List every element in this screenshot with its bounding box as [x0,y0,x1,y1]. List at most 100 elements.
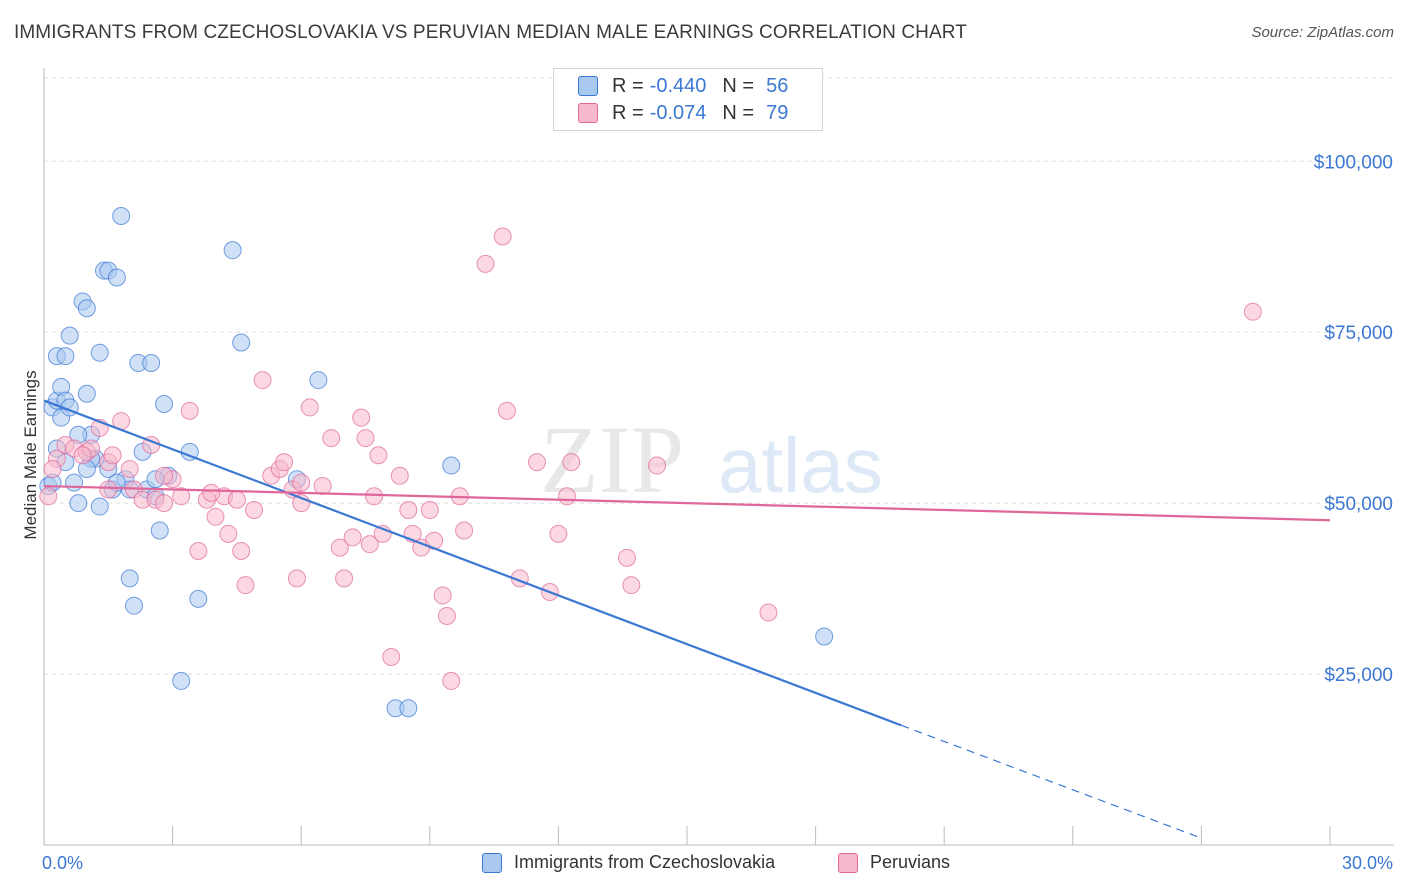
data-point-czechoslovakia [223,241,242,260]
data-point-peruvian [300,398,319,417]
data-point-czechoslovakia [90,343,109,362]
r-label: R = [612,74,644,97]
data-point-peruvian [219,524,238,543]
legend-swatch-blue [482,852,502,873]
data-point-peruvian [382,647,401,666]
data-point-peruvian [39,487,58,506]
series-czechoslovakia-points [39,206,834,718]
legend-item-peruvians[interactable]: Peruvians [838,852,950,873]
data-point-peruvian [617,548,636,567]
data-point-peruvian [360,535,379,554]
r-value: -0.074 [649,101,707,124]
trend-lines [43,399,1331,839]
r-value: -0.440 [649,74,707,97]
data-point-peruvian [227,490,246,509]
legend-swatch-pink [578,103,598,123]
data-point-peruvian [322,429,341,448]
data-point-peruvian [557,487,576,506]
n-label: N = [722,74,755,97]
data-point-czechoslovakia [69,494,88,513]
x-tick-label: 0.0% [42,853,83,873]
data-point-peruvian [43,459,62,478]
y-tick-label: $50,000 [1324,494,1393,515]
data-point-czechoslovakia [815,627,834,646]
data-point-peruvian [335,569,354,588]
data-point-peruvian [549,524,568,543]
correlation-legend: R = -0.440 N = 56 R = -0.074 N = 79 [553,68,823,131]
y-tick-label: $100,000 [1314,152,1393,173]
data-point-peruvian [369,446,388,465]
series-legend: Immigrants from Czechoslovakia Peruvians [0,852,1406,878]
data-point-peruvian [433,586,452,605]
y-axis-label: Median Male Earnings [21,370,40,539]
data-point-czechoslovakia [125,596,144,615]
data-point-czechoslovakia [309,371,328,390]
data-point-czechoslovakia [77,299,96,318]
data-point-peruvian [493,227,512,246]
data-point-peruvian [232,541,251,560]
data-point-peruvian [497,401,516,420]
data-point-peruvian [202,483,221,502]
data-point-czechoslovakia [142,353,161,372]
n-value: 79 [766,101,789,124]
data-point-peruvian [172,487,191,506]
y-tick-label: $75,000 [1324,323,1393,344]
data-point-peruvian [1243,302,1262,321]
data-point-peruvian [330,538,349,557]
data-point-peruvian [390,466,409,485]
data-point-peruvian [356,429,375,448]
data-point-peruvian [420,500,439,519]
data-point-peruvian [365,487,384,506]
data-point-czechoslovakia [155,394,174,413]
data-point-peruvian [622,576,641,595]
tick-labels: $25,000 $50,000 $75,000 $100,000 0.0% 30.0% [42,152,1393,873]
data-point-czechoslovakia [189,589,208,608]
data-point-peruvian [275,453,294,472]
data-point-peruvian [476,254,495,273]
data-point-peruvian [287,569,306,588]
data-point-peruvian [180,401,199,420]
data-point-peruvian [253,371,272,390]
data-point-peruvian [313,477,332,496]
trendline-czechoslovakia [43,399,902,727]
data-point-czechoslovakia [90,497,109,516]
data-point-peruvian [343,528,362,547]
data-point-czechoslovakia [442,456,461,475]
data-point-czechoslovakia [60,326,79,345]
data-point-peruvian [206,507,225,526]
data-point-peruvian [647,456,666,475]
axes [43,68,1394,846]
trendline-peruvians [43,484,1331,522]
legend-row-peruvians: R = -0.074 N = 79 [578,101,788,125]
data-point-peruvian [352,408,371,427]
data-point-peruvian [442,671,461,690]
data-point-czechoslovakia [399,699,418,718]
data-point-peruvian [155,494,174,513]
data-point-peruvian [236,576,255,595]
data-point-peruvian [189,541,208,560]
data-point-peruvian [120,459,139,478]
n-label: N = [722,101,755,124]
data-point-peruvian [155,466,174,485]
data-point-czechoslovakia [65,473,84,492]
r-label: R = [612,101,644,124]
data-point-peruvian [103,446,122,465]
legend-item-czechoslovakia[interactable]: Immigrants from Czechoslovakia [482,852,775,873]
data-point-peruvian [527,453,546,472]
data-point-czechoslovakia [172,671,191,690]
data-point-czechoslovakia [112,206,131,225]
data-point-peruvian [562,453,581,472]
legend-swatch-pink [838,852,858,873]
watermark-atlas: atlas [718,421,883,509]
data-point-czechoslovakia [120,569,139,588]
data-point-peruvian [455,521,474,540]
data-point-czechoslovakia [232,333,251,352]
legend-row-czechoslovakia: R = -0.440 N = 56 [578,74,788,98]
data-point-czechoslovakia [150,521,169,540]
chart-title: IMMIGRANTS FROM CZECHOSLOVAKIA VS PERUVI… [14,22,967,43]
data-point-peruvian [245,500,264,519]
data-point-peruvian [292,473,311,492]
legend-label: Peruvians [870,852,951,872]
data-point-czechoslovakia [77,384,96,403]
